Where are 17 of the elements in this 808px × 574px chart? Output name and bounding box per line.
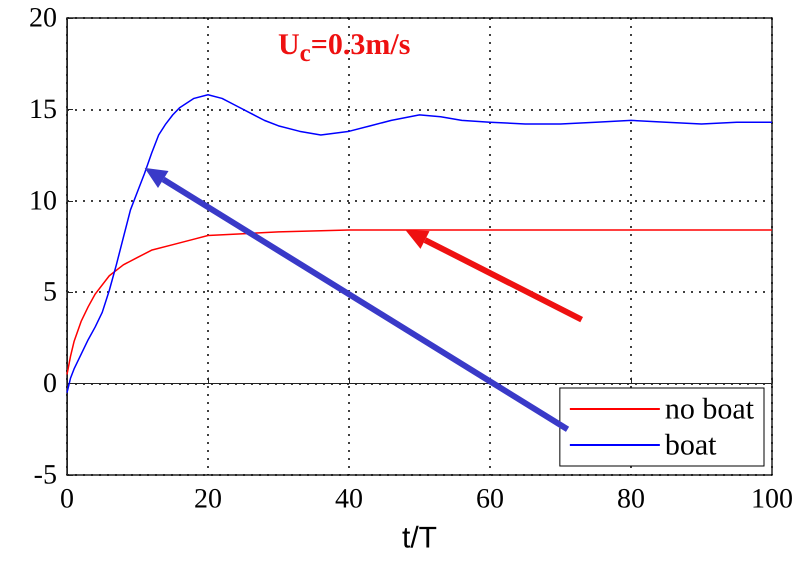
y-tick-label: -5 (34, 460, 57, 490)
legend-label: boat (664, 428, 718, 462)
y-tick-label: 10 (29, 185, 57, 216)
y-tick-label: 5 (43, 276, 57, 308)
x-axis-title: t/T (402, 522, 437, 554)
line-series (66, 94, 773, 394)
x-tick-label: 60 (476, 484, 504, 514)
x-tick-label: 80 (617, 484, 645, 514)
x-tick-label: 40 (335, 484, 363, 514)
annotation: U$_{c}$=0.3m/s (278, 28, 410, 68)
legend-label: no boat (664, 392, 755, 426)
x-tick-label: 100 (751, 484, 793, 514)
y-tick-label: 0 (43, 368, 57, 400)
x-tick-label: 20 (194, 484, 222, 514)
y-tick-label: 15 (29, 94, 57, 125)
line-series (66, 229, 773, 376)
y-tick-label: 20 (29, 2, 57, 34)
